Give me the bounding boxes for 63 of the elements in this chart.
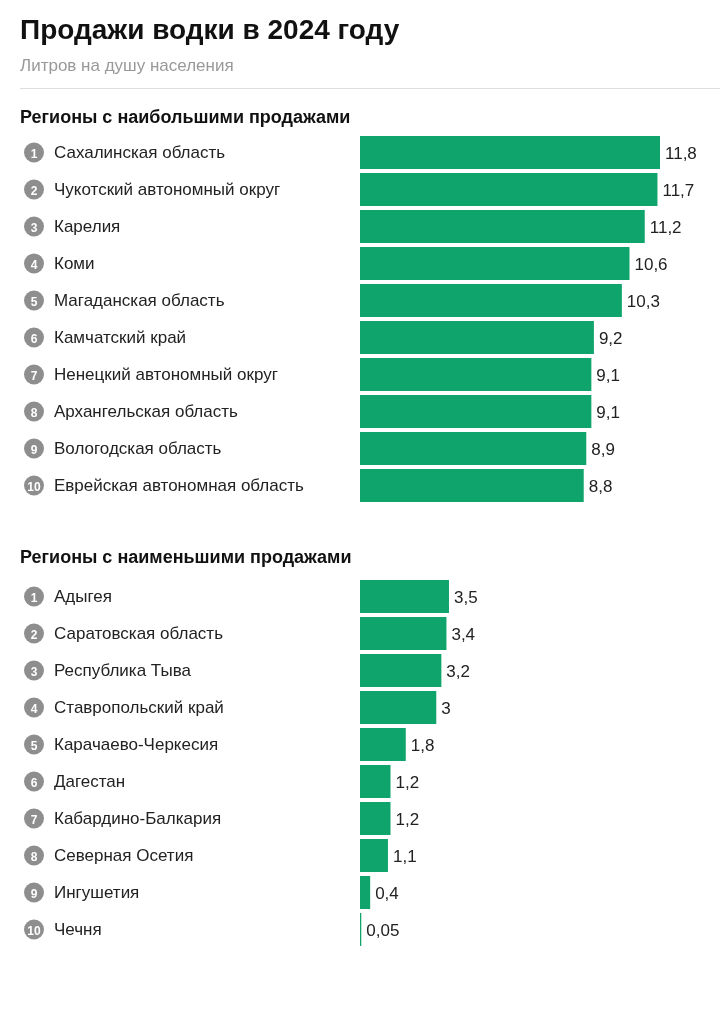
data-label: 3,4: [451, 624, 476, 644]
bar: [360, 617, 447, 650]
category-label: 6 Камчатский край: [30, 328, 187, 348]
category-label: 3 Республика Тыва: [30, 661, 191, 681]
category-label: 6 Дагестан: [30, 772, 126, 792]
y-tick-label: 10 Еврейская автономная область: [27, 476, 304, 496]
bar: [360, 728, 406, 761]
data-label: 3,5: [453, 587, 478, 607]
bar: [360, 395, 592, 428]
data-label: 10,6: [634, 254, 668, 274]
bar: [360, 765, 391, 798]
category-label: 1 Адыгея: [30, 587, 112, 607]
category-label: 1 Сахалинская область: [30, 143, 226, 163]
category-label: 9 Вологодская область: [30, 439, 222, 459]
bar: [360, 654, 442, 687]
data-label: 0,4: [375, 883, 399, 903]
category-label: 8 Архангельская область: [30, 402, 238, 422]
bar: [360, 580, 449, 613]
bar: [360, 321, 594, 354]
bar: [360, 284, 622, 317]
text: Регионы с наибольшими продажами: [20, 107, 352, 128]
category-label: 5 Магаданская область: [30, 291, 225, 311]
chart-title: Продажи водки в 2024 году: [20, 14, 401, 46]
data-label: 11,8: [665, 143, 697, 163]
bar: [360, 432, 587, 465]
bar: [360, 839, 388, 872]
category-label: 2 Саратовская область: [30, 624, 224, 644]
category-label: 4 Ставропольский край: [30, 698, 224, 718]
data-label: 0,05: [366, 920, 400, 940]
data-label: 8,8: [588, 476, 613, 496]
data-label: 9,2: [598, 328, 623, 348]
bar: [360, 173, 658, 206]
data-label: 11,7: [662, 180, 695, 200]
bar: [360, 210, 645, 243]
data-label: 10,3: [626, 291, 660, 311]
bar: [360, 358, 592, 391]
bar: [360, 247, 630, 280]
text: Регионы с наименьшими продажами: [20, 547, 352, 568]
data-label: 8,9: [591, 439, 615, 459]
text: Литров на душу населения: [20, 56, 720, 89]
data-label: 9,1: [596, 402, 620, 422]
bar: [360, 469, 584, 502]
category-label: 7 Кабардино-Балкария: [30, 809, 222, 829]
data-label: 1,2: [395, 809, 420, 829]
category-label: 9 Ингушетия: [30, 883, 140, 903]
category-label: 3 Карелия: [30, 217, 121, 237]
data-label: 1,2: [395, 772, 420, 792]
bar: [360, 691, 437, 724]
data-label: 3: [441, 698, 451, 718]
category-label: 5 Карачаево-Черкесия: [30, 735, 219, 755]
category-label: 2 Чукотский автономный округ: [30, 180, 281, 200]
category-label: 8 Северная Осетия: [30, 846, 194, 866]
data-label: 1,1: [392, 846, 417, 866]
category-label: 7 Ненецкий автономный округ: [30, 365, 278, 385]
category-label: 4 Коми: [30, 254, 95, 274]
y-tick-label: 10 Чечня: [27, 920, 102, 940]
bar: [360, 136, 660, 169]
data-label: 11,2: [649, 217, 682, 237]
bar: [360, 802, 391, 835]
bar: [360, 876, 371, 909]
data-label: 1,8: [410, 735, 435, 755]
data-label: 3,2: [446, 661, 470, 681]
data-label: 9,1: [596, 365, 620, 385]
